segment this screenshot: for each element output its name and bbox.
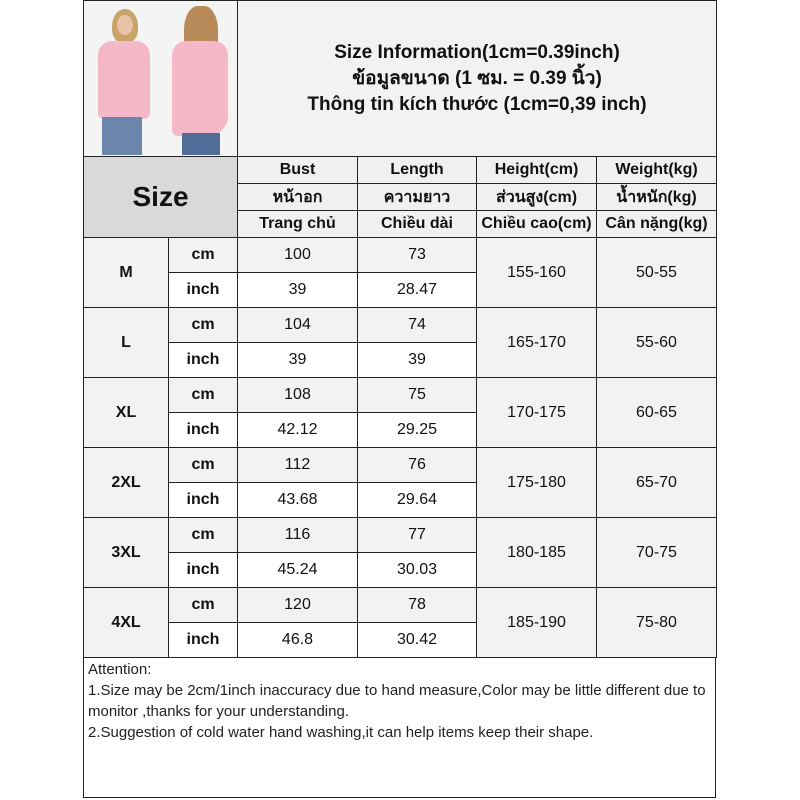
attention-note-1: 1.Size may be 2cm/1inch inaccuracy due t… <box>88 682 706 720</box>
col-header-weight-vi: Cân nặng(kg) <box>596 210 717 238</box>
attention-note-2: 2.Suggestion of cold water hand washing,… <box>88 724 594 741</box>
bust-inch: 45.24 <box>237 552 358 588</box>
size-label: 4XL <box>83 587 169 658</box>
length-inch: 29.25 <box>357 412 477 448</box>
title-vietnamese: Thông tin kích thước (1cm=0,39 inch) <box>307 93 647 115</box>
table-row-inch: inch 46.8 30.42 <box>84 622 717 658</box>
col-header-bust-vi: Trang chủ <box>237 210 358 238</box>
col-header-length: Length <box>357 156 477 184</box>
height-range: 165-170 <box>476 307 597 378</box>
weight-range: 50-55 <box>596 237 717 308</box>
size-label: M <box>83 237 169 308</box>
length-cm: 78 <box>357 587 477 623</box>
col-header-bust-thai: หน้าอก <box>237 183 358 211</box>
bust-cm: 120 <box>237 587 358 623</box>
length-cm: 74 <box>357 307 477 343</box>
table-row-cm: 3XL cm 116 77 180-185 70-75 <box>83 517 717 588</box>
bust-inch: 46.8 <box>237 622 358 658</box>
unit-label: cm <box>168 377 238 413</box>
bust-cm: 100 <box>237 237 358 273</box>
bust-cm: 112 <box>237 447 358 483</box>
weight-range: 70-75 <box>596 517 717 588</box>
unit-label: inch <box>168 342 238 378</box>
table-row-inch: inch 39 28.47 <box>84 272 717 308</box>
height-range: 170-175 <box>476 377 597 448</box>
col-header-height: Height(cm) <box>476 156 597 184</box>
col-header-length-thai: ความยาว <box>357 183 477 211</box>
size-label: XL <box>83 377 169 448</box>
title-english: Size Information(1cm=0.39inch) <box>334 41 620 63</box>
bust-inch: 42.12 <box>237 412 358 448</box>
height-range: 155-160 <box>476 237 597 308</box>
title-thai: ข้อมูลขนาด (1 ซม. = 0.39 นิ้ว) <box>352 67 602 89</box>
weight-range: 75-80 <box>596 587 717 658</box>
bust-cm: 104 <box>237 307 358 343</box>
bust-cm: 108 <box>237 377 358 413</box>
size-info-title: Size Information(1cm=0.39inch) ข้อมูลขนา… <box>237 0 717 157</box>
height-range: 180-185 <box>476 517 597 588</box>
weight-range: 60-65 <box>596 377 717 448</box>
unit-label: cm <box>168 237 238 273</box>
unit-label: inch <box>168 622 238 658</box>
size-table: Size Information(1cm=0.39inch) ข้อมูลขนา… <box>83 0 717 658</box>
length-inch: 28.47 <box>357 272 477 308</box>
length-inch: 30.42 <box>357 622 477 658</box>
bust-inch: 39 <box>237 342 358 378</box>
col-header-weight: Weight(kg) <box>596 156 717 184</box>
col-header-weight-thai: น้ำหนัก(kg) <box>596 183 717 211</box>
col-header-height-thai: ส่วนสูง(cm) <box>476 183 597 211</box>
size-label: 2XL <box>83 447 169 518</box>
size-header: Size <box>83 156 238 238</box>
unit-label: cm <box>168 307 238 343</box>
size-label: 3XL <box>83 517 169 588</box>
product-photo <box>83 0 238 157</box>
unit-label: inch <box>168 412 238 448</box>
table-row-inch: inch 42.12 29.25 <box>84 412 717 448</box>
bust-inch: 43.68 <box>237 482 358 518</box>
weight-range: 55-60 <box>596 307 717 378</box>
height-range: 175-180 <box>476 447 597 518</box>
length-cm: 77 <box>357 517 477 553</box>
size-label: L <box>83 307 169 378</box>
col-header-length-vi: Chiều dài <box>357 210 477 238</box>
length-inch: 30.03 <box>357 552 477 588</box>
unit-label: cm <box>168 517 238 553</box>
table-row-cm: 4XL cm 120 78 185-190 75-80 <box>83 587 717 658</box>
size-chart: Size Information(1cm=0.39inch) ข้อมูลขนา… <box>83 0 717 798</box>
table-row-inch: inch 45.24 30.03 <box>84 552 717 588</box>
bust-inch: 39 <box>237 272 358 308</box>
table-row-cm: XL cm 108 75 170-175 60-65 <box>83 377 717 448</box>
col-header-height-vi: Chiều cao(cm) <box>476 210 597 238</box>
length-inch: 39 <box>357 342 477 378</box>
unit-label: cm <box>168 587 238 623</box>
length-cm: 76 <box>357 447 477 483</box>
table-row-inch: inch 43.68 29.64 <box>84 482 717 518</box>
unit-label: cm <box>168 447 238 483</box>
attention-heading: Attention: <box>88 661 152 678</box>
length-cm: 75 <box>357 377 477 413</box>
table-row-cm: 2XL cm 112 76 175-180 65-70 <box>83 447 717 518</box>
unit-label: inch <box>168 552 238 588</box>
col-header-bust: Bust <box>237 156 358 184</box>
weight-range: 65-70 <box>596 447 717 518</box>
table-row-inch: inch 39 39 <box>84 342 717 378</box>
length-inch: 29.64 <box>357 482 477 518</box>
length-cm: 73 <box>357 237 477 273</box>
height-range: 185-190 <box>476 587 597 658</box>
unit-label: inch <box>168 272 238 308</box>
bust-cm: 116 <box>237 517 358 553</box>
unit-label: inch <box>168 482 238 518</box>
attention-notes: Attention: 1.Size may be 2cm/1inch inacc… <box>83 658 716 798</box>
